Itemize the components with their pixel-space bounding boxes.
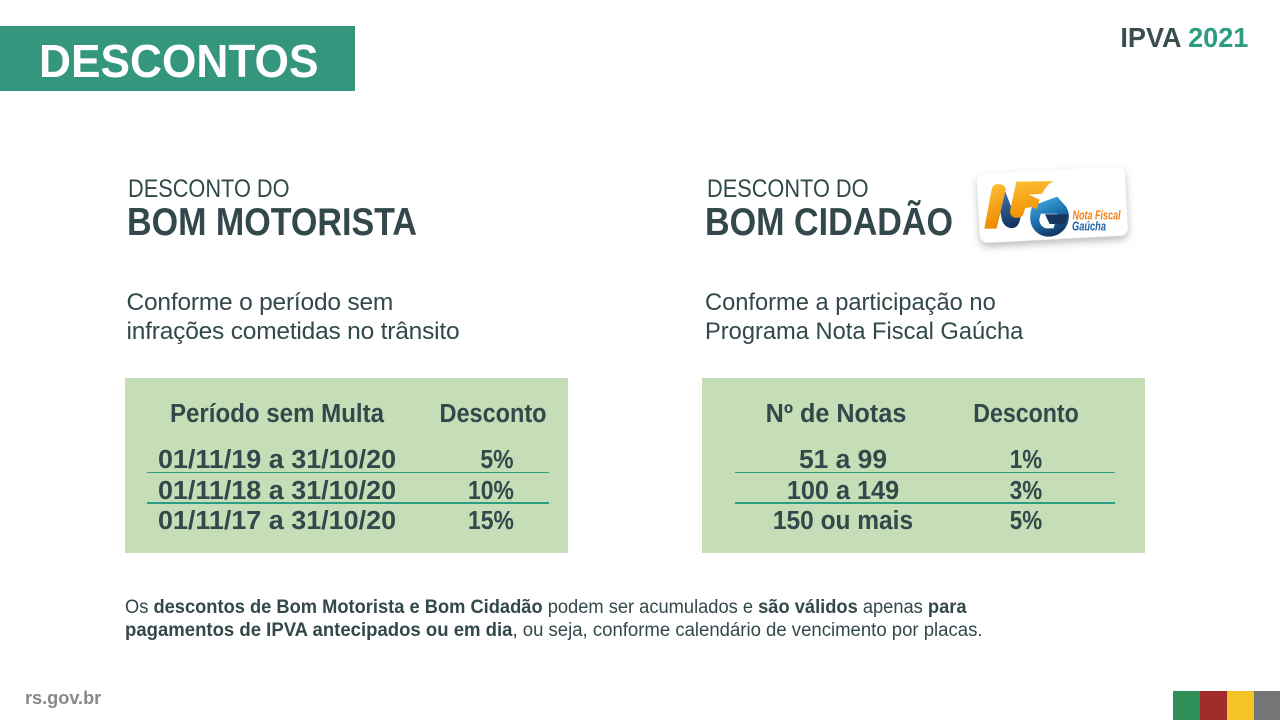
svg-text:Gaúcha: Gaúcha [1072, 219, 1106, 234]
svg-text:Nota Fiscal: Nota Fiscal [1073, 208, 1121, 223]
